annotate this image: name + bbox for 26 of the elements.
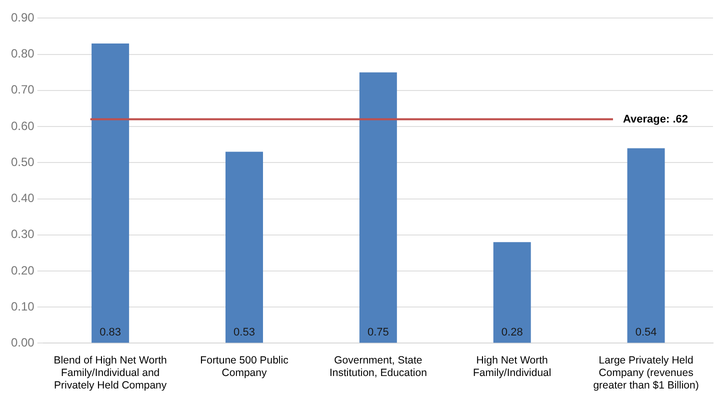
bar (359, 72, 397, 343)
y-tick-label: 0.20 (10, 263, 35, 278)
bar (627, 148, 665, 343)
y-tick-label: 0.40 (10, 191, 35, 206)
y-tick-label: 0.90 (10, 10, 35, 25)
x-tick-label: Blend of High Net Worth Family/Individual and Privately Held Company (54, 354, 168, 392)
x-tick-label: Fortune 500 Public Company (200, 354, 288, 379)
y-tick-label: 0.10 (10, 299, 35, 314)
y-tick-label: 0.50 (10, 154, 35, 169)
data-label: 0.54 (635, 326, 657, 339)
ref-line-label: Average: .62 (623, 113, 688, 126)
bar (493, 242, 531, 343)
x-tick-label: Government, State Institution, Education (329, 354, 428, 379)
data-label: 0.53 (234, 326, 255, 339)
bar (226, 152, 263, 343)
y-tick-label: 0.30 (10, 227, 35, 242)
x-tick-label: High Net Worth Family/Individual (473, 354, 552, 379)
data-label: 0.75 (367, 326, 389, 339)
data-label: 0.28 (501, 326, 523, 339)
bar (92, 43, 130, 343)
data-label: 0.83 (100, 326, 122, 339)
y-tick-label: 0.80 (10, 46, 35, 61)
y-tick-label: 0.70 (10, 82, 35, 97)
x-tick-label: Large Privately Held Company (revenues greater than $1 Billion) (593, 354, 699, 392)
y-tick-label: 0.60 (10, 118, 35, 133)
y-tick-label: 0.00 (10, 336, 35, 350)
